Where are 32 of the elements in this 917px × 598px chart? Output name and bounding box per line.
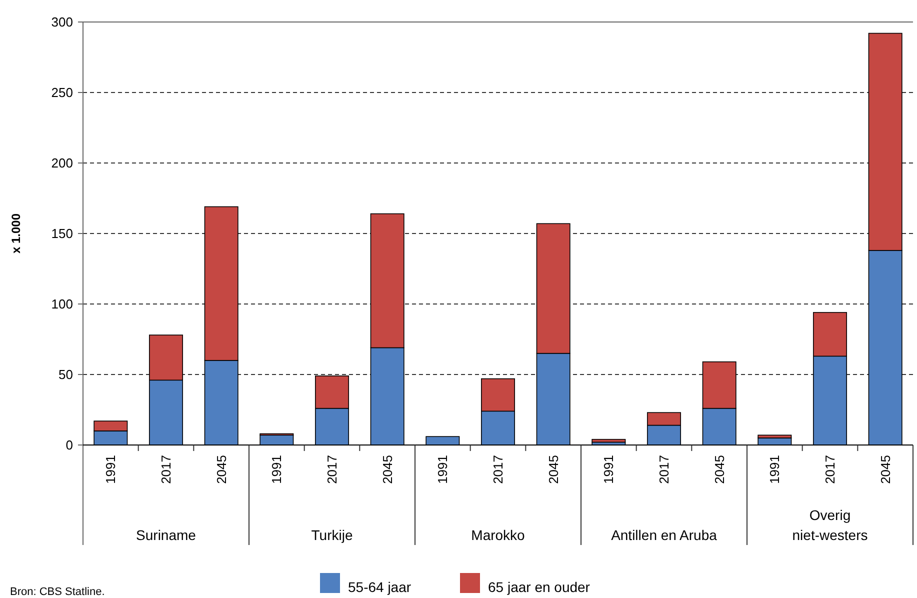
y-tick-label: 0	[66, 438, 73, 453]
x-tick-label: 1991	[103, 455, 118, 484]
x-tick-label: 1991	[601, 455, 616, 484]
x-tick-label: 2017	[324, 455, 340, 484]
x-tick-label: 2017	[490, 455, 506, 484]
x-tick-label: 2045	[712, 455, 727, 484]
x-tick-label: 2045	[214, 455, 229, 484]
x-tick-label: 2045	[546, 455, 561, 484]
y-tick-label: 200	[51, 156, 73, 171]
legend-label: 65 jaar en ouder	[488, 579, 590, 595]
x-tick-label: 2017	[158, 455, 174, 484]
x-tick-label: 2045	[878, 455, 893, 484]
text: Marokko	[471, 527, 526, 543]
legend-label: 55-64 jaar	[348, 579, 412, 595]
x-tick-label: 1991	[767, 455, 782, 484]
x-tick-label: 1991	[435, 455, 450, 484]
y-tick-label: 300	[51, 14, 73, 30]
text: Overig niet-westers	[792, 507, 868, 543]
text: Bron: CBS Statline.	[10, 586, 105, 598]
x-tick-label: 2045	[380, 455, 395, 484]
text: Antillen en Aruba	[611, 527, 718, 543]
x-tick-label: 2017	[822, 455, 838, 484]
y-tick-label: 100	[51, 296, 73, 312]
y-tick-label: 50	[58, 367, 73, 382]
text: Suriname	[136, 527, 196, 543]
x-tick-label: 1991	[269, 455, 284, 484]
text: Turkije	[311, 527, 353, 543]
y-axis-title: x 1.000	[9, 213, 23, 254]
x-tick-label: 2017	[656, 455, 672, 484]
y-tick-label: 250	[51, 85, 73, 100]
y-tick-label: 150	[51, 226, 73, 242]
bar	[592, 438, 626, 443]
